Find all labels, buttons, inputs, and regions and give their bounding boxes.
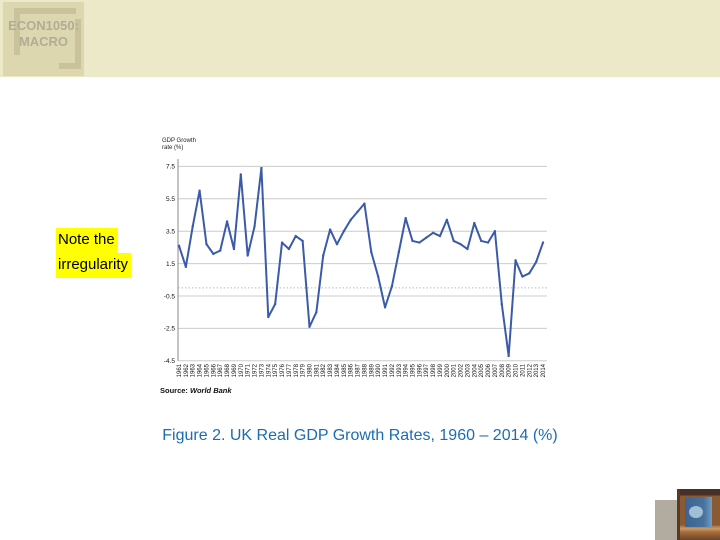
header-band: ECON1050: MACRO: [0, 0, 720, 77]
svg-text:1986: 1986: [349, 363, 355, 377]
svg-text:1962: 1962: [184, 363, 190, 377]
svg-text:2003: 2003: [465, 363, 471, 377]
svg-text:2005: 2005: [479, 363, 485, 377]
svg-text:1978: 1978: [294, 363, 300, 377]
course-logo-box: ECON1050: MACRO: [3, 2, 84, 76]
course-code: ECON1050:: [8, 18, 79, 33]
svg-text:1967: 1967: [218, 363, 224, 377]
svg-text:1983: 1983: [328, 363, 334, 377]
photo-blue-panel: [685, 497, 712, 527]
svg-text:3.5: 3.5: [166, 229, 175, 236]
photo-circle: [689, 506, 703, 518]
bracket-bottom-right-icon: [59, 19, 81, 69]
svg-text:1999: 1999: [438, 363, 444, 377]
svg-text:1965: 1965: [204, 363, 210, 377]
svg-text:1976: 1976: [280, 363, 286, 377]
svg-text:5.5: 5.5: [166, 196, 175, 203]
svg-text:2013: 2013: [534, 363, 540, 377]
svg-text:2012: 2012: [527, 363, 533, 377]
photo-frame: [677, 489, 720, 540]
svg-text:-4.5: -4.5: [164, 358, 176, 365]
svg-text:1969: 1969: [232, 363, 238, 377]
svg-text:1992: 1992: [390, 363, 396, 377]
svg-text:1979: 1979: [301, 363, 307, 377]
svg-text:2008: 2008: [500, 363, 506, 377]
svg-text:1964: 1964: [198, 363, 204, 377]
svg-text:1963: 1963: [191, 363, 197, 377]
svg-text:1996: 1996: [417, 363, 423, 377]
svg-text:7.5: 7.5: [166, 164, 175, 171]
svg-text:-0.5: -0.5: [164, 293, 176, 300]
note-annotation: Note the irregularity: [56, 228, 132, 278]
svg-text:1990: 1990: [376, 363, 382, 377]
svg-text:1994: 1994: [404, 363, 410, 377]
svg-text:1995: 1995: [411, 363, 417, 377]
corner-photo-thumbnail: [655, 488, 720, 540]
chart-y-axis-label: GDP Growth rate (%): [162, 138, 196, 151]
svg-text:2007: 2007: [493, 363, 499, 377]
source-value: World Bank: [190, 386, 232, 395]
svg-text:1966: 1966: [211, 363, 217, 377]
svg-text:1977: 1977: [287, 363, 293, 377]
svg-text:2014: 2014: [541, 363, 547, 377]
svg-text:1970: 1970: [239, 363, 245, 377]
svg-text:2006: 2006: [486, 363, 492, 377]
svg-text:1973: 1973: [259, 363, 265, 377]
bracket-top-left-icon: [14, 8, 76, 55]
svg-text:1980: 1980: [307, 363, 313, 377]
svg-text:1989: 1989: [369, 363, 375, 377]
svg-text:1982: 1982: [321, 363, 327, 377]
note-line-2: irregularity: [56, 253, 132, 278]
svg-text:2002: 2002: [459, 363, 465, 377]
svg-text:1.5: 1.5: [166, 261, 175, 268]
svg-text:1984: 1984: [335, 363, 341, 377]
svg-text:1975: 1975: [273, 363, 279, 377]
svg-text:-2.5: -2.5: [164, 326, 176, 333]
chart-source-note: Source: World Bank: [160, 386, 232, 395]
svg-text:2004: 2004: [472, 363, 478, 377]
course-name: MACRO: [18, 34, 69, 49]
course-title-text: ECON1050: MACRO: [3, 18, 84, 50]
svg-text:1987: 1987: [356, 363, 362, 377]
figure-caption: Figure 2. UK Real GDP Growth Rates, 1960…: [162, 427, 558, 444]
svg-text:1997: 1997: [424, 363, 430, 377]
svg-text:1991: 1991: [383, 363, 389, 377]
gdp-line-chart: 7.5 5.5 3.5 1.5 -0.5 -2.5 -4.5 1961 1962 1963 1964…: [155, 133, 565, 405]
svg-text:1968: 1968: [225, 363, 231, 377]
svg-text:2009: 2009: [507, 363, 513, 377]
svg-text:1998: 1998: [431, 363, 437, 377]
svg-text:2000: 2000: [445, 363, 451, 377]
svg-text:2001: 2001: [452, 363, 458, 377]
svg-text:1985: 1985: [342, 363, 348, 377]
svg-text:1972: 1972: [253, 363, 259, 377]
svg-text:2010: 2010: [514, 363, 520, 377]
svg-text:1993: 1993: [397, 363, 403, 377]
wall-strip: [655, 500, 678, 540]
svg-text:1974: 1974: [266, 363, 272, 377]
svg-text:1988: 1988: [362, 363, 368, 377]
note-line-1: Note the: [56, 228, 118, 253]
svg-text:1961: 1961: [177, 363, 183, 377]
svg-text:2011: 2011: [520, 363, 526, 377]
svg-text:1971: 1971: [246, 363, 252, 377]
source-label: Source:: [160, 386, 188, 395]
svg-text:1981: 1981: [314, 363, 320, 377]
